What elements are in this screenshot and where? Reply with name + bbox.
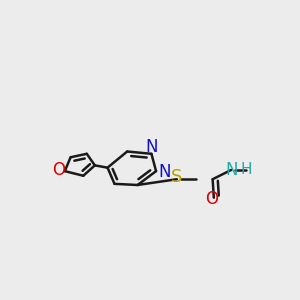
Text: O: O — [52, 161, 65, 179]
Text: N: N — [158, 163, 170, 181]
Text: H: H — [240, 163, 252, 178]
Text: N: N — [225, 160, 238, 178]
Text: S: S — [171, 168, 182, 186]
Text: O: O — [205, 190, 218, 208]
Text: N: N — [145, 138, 158, 156]
